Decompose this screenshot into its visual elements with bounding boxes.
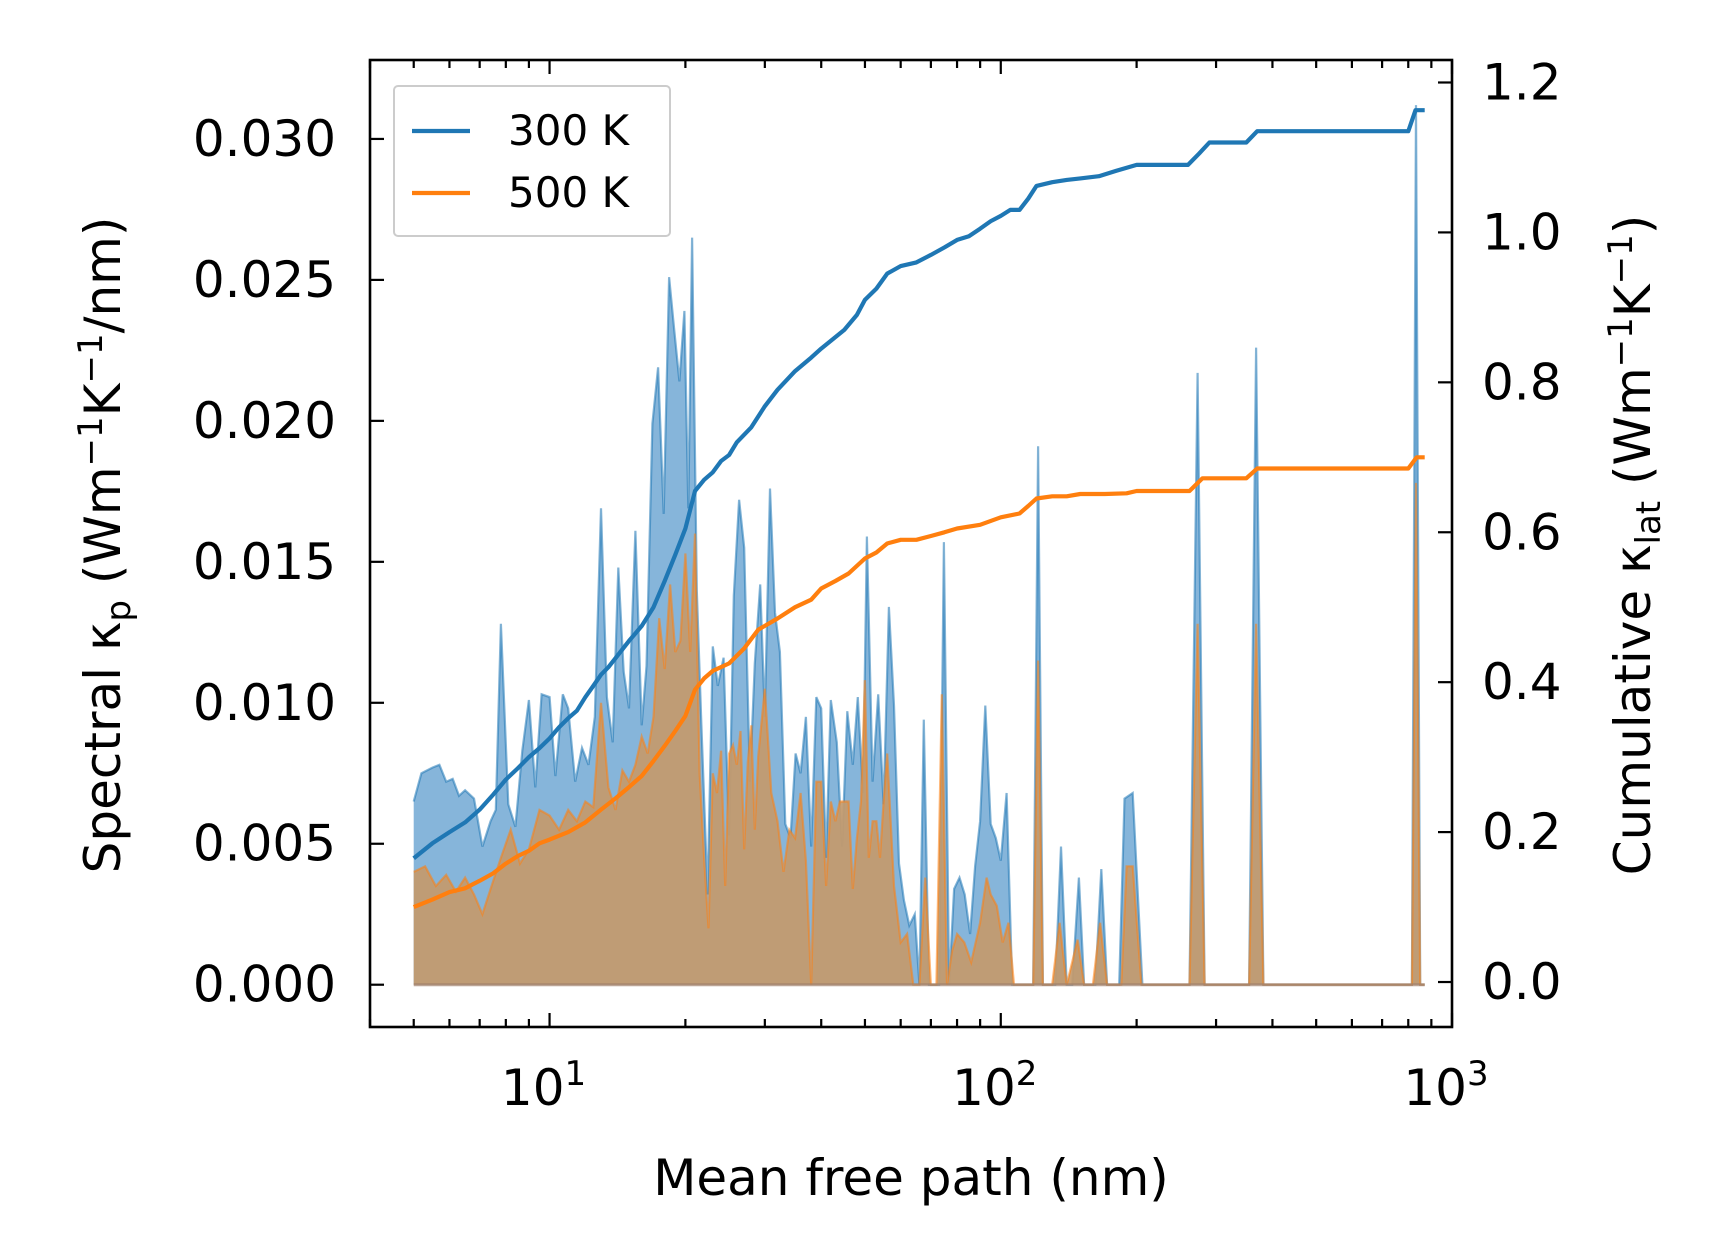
- y-left-tick-label: 0.000: [193, 956, 336, 1014]
- y-axis-label-right: Cumulative κlat (Wm−1K−1): [1601, 215, 1669, 875]
- x-axis-label: Mean free path (nm): [653, 1149, 1169, 1207]
- spectral-fill-500k: [413, 482, 1425, 985]
- y-left-tick-label: 0.015: [193, 533, 336, 591]
- cumulative-line-300k: [412, 108, 1425, 860]
- y-left-tick-label: 0.020: [193, 392, 336, 450]
- x-tick-label: 103: [1403, 1054, 1488, 1117]
- y-left-tick-label: 0.030: [193, 110, 336, 168]
- cumulative-line-500k: [412, 455, 1425, 910]
- y-right-tick-label: 0.8: [1482, 353, 1562, 411]
- y-right-tick-label: 0.0: [1482, 953, 1562, 1011]
- plot-frame: [368, 58, 1454, 1029]
- y-right-tick-label: 0.4: [1482, 653, 1562, 711]
- y-axis-label-left: Spectral κp (Wm−1K−1/nm): [71, 217, 139, 874]
- y-left-tick-label: 0.025: [193, 251, 336, 309]
- series-fills: [412, 105, 1425, 987]
- axis-ticks: 101 102 103 0.000 0.005 0.010 0.015 0.020 0.025 0…: [193, 53, 1562, 1117]
- y-right-tick-label: 0.2: [1482, 803, 1562, 861]
- legend-label-500k: 500 K: [508, 168, 631, 217]
- y-left-tick-label: 0.005: [193, 815, 336, 873]
- x-tick-label: 101: [501, 1054, 586, 1117]
- x-tick-label: 102: [952, 1054, 1037, 1117]
- spectral-line-500k: [413, 482, 1425, 986]
- y-right-tick-label: 1.0: [1482, 203, 1562, 261]
- y-right-tick-label: 0.6: [1482, 503, 1562, 561]
- legend-box: [393, 85, 671, 237]
- series-lines: [412, 108, 1425, 910]
- spectral-line-300k: [412, 105, 1425, 986]
- legend: 300 K 500 K: [393, 85, 671, 237]
- legend-label-300k: 300 K: [508, 106, 631, 155]
- y-left-tick-label: 0.010: [193, 674, 336, 732]
- y-right-tick-label: 1.2: [1482, 53, 1562, 111]
